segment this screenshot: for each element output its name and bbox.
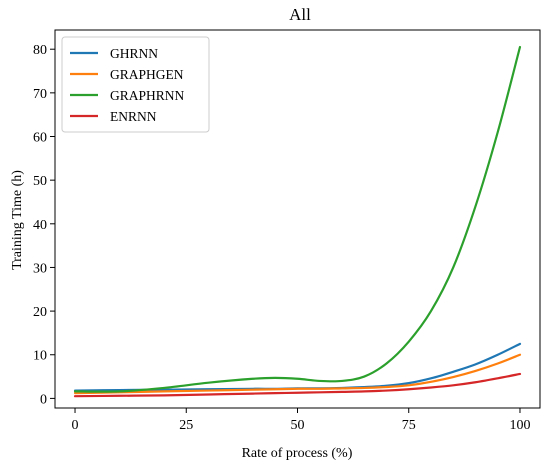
series-lines	[73, 45, 522, 398]
series-line-ghrnn	[73, 342, 522, 392]
y-tick-label: 50	[33, 174, 47, 189]
x-tick-label: 100	[509, 418, 530, 433]
series-line-enrnn	[73, 372, 522, 398]
x-axis: 0 25 50 75 100	[72, 408, 530, 433]
y-tick-label: 80	[33, 43, 47, 58]
y-axis: 0 10 20 30 40 50 60 70 80	[33, 43, 55, 407]
x-tick-label: 75	[402, 418, 416, 433]
x-tick-label: 0	[72, 418, 79, 433]
y-tick-label: 30	[33, 261, 47, 276]
y-tick-label: 70	[33, 87, 47, 102]
y-tick-label: 20	[33, 305, 47, 320]
legend-label: GRAPHGEN	[110, 67, 184, 82]
legend-label: GHRNN	[110, 46, 158, 61]
y-tick-label: 10	[33, 349, 47, 364]
y-tick-label: 60	[33, 131, 47, 146]
legend-label: ENRNN	[110, 109, 157, 124]
y-tick-label: 0	[40, 392, 47, 407]
legend-label: GRAPHRNN	[110, 88, 185, 103]
y-tick-label: 40	[33, 218, 47, 233]
y-axis-label: Training Time (h)	[10, 170, 25, 270]
series-line-graphgen	[73, 353, 522, 395]
x-tick-label: 50	[291, 418, 305, 433]
series-line-graphrnn	[73, 45, 522, 393]
legend-box	[61, 36, 210, 133]
chart-title: All	[289, 5, 311, 24]
legend: GHRNN GRAPHGEN GRAPHRNN ENRNN	[61, 36, 210, 133]
x-tick-label: 25	[179, 418, 193, 433]
x-axis-label: Rate of process (%)	[242, 446, 353, 461]
